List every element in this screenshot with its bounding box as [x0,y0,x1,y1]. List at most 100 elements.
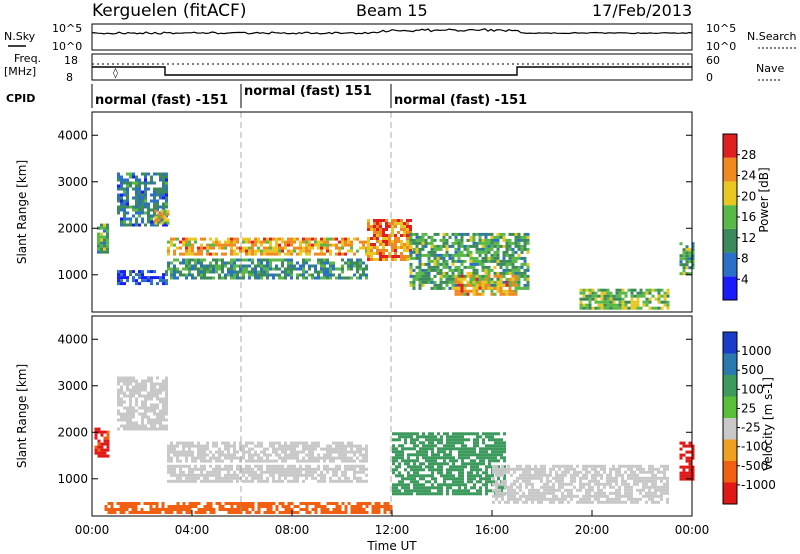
echo-cell [442,241,446,245]
echo-cell [129,217,132,221]
echo-cell [266,249,269,253]
echo-cell [144,175,147,179]
echo-cell [472,235,476,239]
echo-cell [106,238,109,242]
echo-cell [481,262,485,266]
echo-cell [415,244,419,248]
echo-cell [245,270,248,274]
echo-cell [428,489,431,493]
echo-cell [455,492,458,496]
echo-cell [455,441,458,445]
echo-cell [215,270,218,274]
echo-cell [514,268,518,272]
echo-cell [185,267,188,271]
echo-cell [182,447,185,451]
echo-cell [425,456,428,460]
velocity-echoes [94,376,695,514]
echo-cell [430,277,434,281]
echo-cell [290,467,293,471]
echo-cell [624,306,628,310]
echo-cell [218,473,221,477]
echo-cell [481,268,485,272]
echo-cell [332,273,335,277]
echo-cell [385,240,388,243]
echo-cell [491,432,494,436]
colorbar-swatch [723,276,737,300]
echo-cell [505,271,509,275]
echo-cell [185,459,188,463]
echo-cell [176,456,179,460]
echo-cell [630,288,634,292]
echo-cell [176,453,179,457]
echo-cell [326,246,329,250]
echo-cell [362,240,365,244]
echo-cell [514,292,518,296]
echo-cell [609,497,612,501]
echo-cell [452,492,455,496]
echo-cell [428,474,431,478]
echo-cell [412,256,416,260]
echo-cell [469,259,473,263]
echo-cell [103,250,106,254]
date-title: 17/Feb/2013 [592,1,692,20]
echo-cell [513,467,516,471]
echo-cell [155,505,159,508]
echo-cell [138,391,141,395]
echo-cell [627,485,630,489]
echo-cell [685,456,689,460]
echo-cell [119,511,123,514]
echo-cell [356,508,360,511]
echo-cell [227,267,230,271]
echo-cell [323,447,326,451]
echo-cell [359,476,362,480]
echo-cell [135,400,138,404]
echo-cell [451,253,455,257]
echo-cell [591,479,594,483]
echo-cell [525,476,528,480]
echo-cell [165,382,168,386]
echo-cell [185,476,188,480]
echo-cell [498,467,501,471]
echo-cell [392,462,395,466]
echo-cell [185,273,188,277]
echo-cell [150,403,153,407]
echo-cell [495,494,498,498]
echo-cell [233,444,236,448]
echo-cell [209,456,212,460]
echo-cell [269,464,272,468]
echo-cell [416,438,419,442]
echo-cell [296,276,299,280]
echo-cell [576,473,579,477]
echo-cell [451,280,455,284]
echo-cell [427,256,431,260]
echo-cell [126,406,129,410]
echo-cell [173,467,176,471]
echo-cell [482,450,485,454]
echo-cell [487,277,491,281]
echo-cell [263,264,266,268]
echo-cell [470,468,473,472]
echo-cell [433,250,437,254]
echo-cell [359,505,363,508]
echo-cell [422,441,425,445]
echo-cell [141,385,144,389]
echo-cell [278,276,281,280]
echo-cell [191,473,194,477]
echo-cell [224,273,227,277]
echo-cell [400,243,403,246]
echo-cell [612,294,616,298]
echo-cell [144,202,147,206]
echo-cell [338,479,341,483]
echo-cell [514,277,518,281]
echo-cell [221,450,224,454]
echo-cell [491,480,494,484]
echo-cell [531,467,534,471]
echo-cell [446,444,449,448]
echo-cell [311,273,314,277]
echo-cell [494,438,497,442]
echo-cell [188,237,191,241]
echo-cell [688,248,692,252]
echo-cell [287,252,290,256]
colorbar-tick-label: 8 [741,252,749,266]
echo-cell [302,459,305,463]
